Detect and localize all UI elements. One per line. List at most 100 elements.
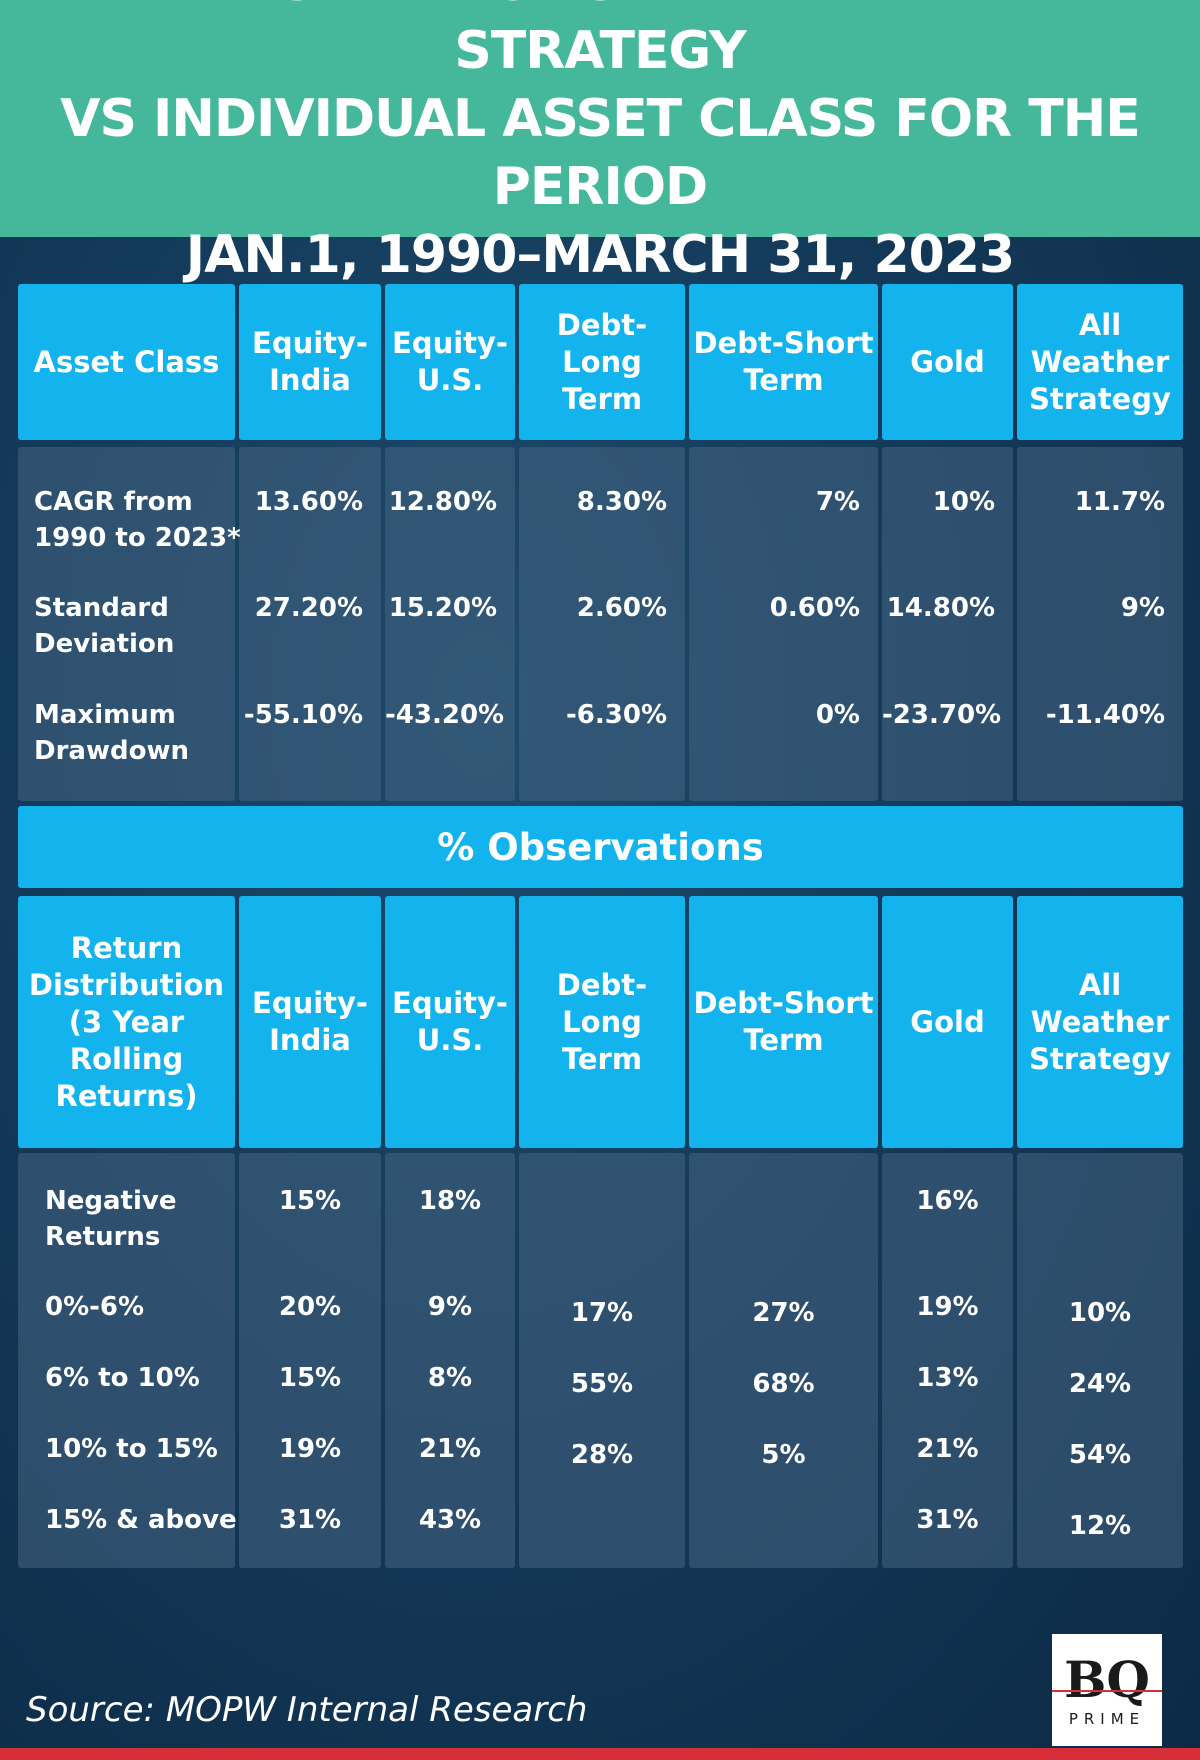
perf-cell-value: -11.40% (1045, 700, 1165, 730)
dist-cell-value: 24% (1068, 1369, 1132, 1399)
dist-cell-value: 18% (418, 1186, 482, 1216)
perf-body-column-5 (882, 447, 1013, 801)
dist-header-label-1: Equity- India (252, 986, 368, 1057)
dist-cell-value: 68% (752, 1369, 815, 1399)
dist-body-column-0 (18, 1153, 235, 1568)
perf-header-0: Asset Class (18, 284, 235, 440)
perf-header-4: Debt-Short Term (689, 284, 878, 440)
dist-header-1: Equity- India (239, 896, 381, 1148)
bottom-accent-bar (0, 1748, 1200, 1760)
dist-cell-value: 19% (916, 1292, 979, 1322)
perf-row-label: CAGR from 1990 to 2023* (34, 487, 241, 553)
dist-row-label: Negative Returns (45, 1186, 177, 1252)
perf-header-1: Equity- India (239, 284, 381, 440)
dist-cell-value: 21% (916, 1434, 979, 1464)
dist-cell-value: 20% (278, 1292, 342, 1322)
perf-header-2: Equity- U.S. (385, 284, 515, 440)
dist-header-label-2: Equity- U.S. (392, 986, 508, 1057)
perf-cell-value: -6.30% (566, 700, 667, 730)
dist-cell-value: 15% (278, 1186, 342, 1216)
perf-body-column-0 (18, 447, 235, 801)
dist-cell-value: 27% (752, 1298, 815, 1328)
perf-cell-value: 0% (815, 700, 860, 730)
dist-header-5: Gold (882, 896, 1013, 1148)
dist-header-label-4: Debt-Short Term (693, 986, 874, 1057)
perf-cell-value: 11.7% (1074, 487, 1165, 517)
perf-body-column-4 (689, 447, 878, 801)
dist-header-label-6: All Weather Strategy (1029, 967, 1171, 1076)
dist-body-column-6 (1017, 1153, 1183, 1568)
dist-cell-value: 31% (278, 1505, 342, 1535)
dist-header-label-3: Debt-Long Term (556, 967, 648, 1076)
perf-cell-value: 13.60% (254, 487, 363, 517)
perf-cell-value: 7% (815, 487, 860, 517)
dist-cell-value: 5% (761, 1440, 806, 1470)
dist-row-label: 0%-6% (45, 1292, 145, 1322)
perf-header-label-2: Equity- U.S. (392, 326, 508, 397)
perf-body-column-2 (385, 447, 515, 801)
source-note: Source: MOPW Internal Research (26, 1690, 588, 1730)
title-line-2: VS INDIVIDUAL ASSET CLASS FOR THE PERIOD (60, 88, 1141, 217)
dist-cell-value: 19% (278, 1434, 342, 1464)
perf-header-6: All Weather Strategy (1017, 284, 1183, 440)
dist-body-column-3 (519, 1153, 685, 1568)
perf-cell-value: 10% (932, 487, 995, 517)
dist-cell-value: 55% (570, 1369, 634, 1399)
perf-body-column-3 (519, 447, 685, 801)
dist-cell-value: 9% (427, 1292, 473, 1322)
perf-cell-value: 12.80% (388, 487, 497, 517)
observations-title: % Observations (18, 806, 1183, 888)
perf-cell-value: -23.70% (882, 700, 1002, 730)
dist-cell-value: 16% (916, 1186, 979, 1216)
perf-header-label-1: Equity- India (252, 326, 368, 397)
perf-cell-value: -43.20% (385, 700, 505, 730)
perf-header-label-0: Asset Class (33, 344, 220, 379)
title-line-1: PERFORMANCE OF ALL WEATHER STRATEGY (130, 0, 1072, 81)
dist-header-3: Debt-Long Term (519, 896, 685, 1148)
logo-sub: PRIME (1068, 1710, 1146, 1728)
dist-cell-value: 21% (418, 1434, 482, 1464)
dist-row-label: 10% to 15% (45, 1434, 218, 1464)
perf-row-label: Standard Deviation (34, 593, 175, 659)
dist-body-column-5 (882, 1153, 1013, 1568)
perf-cell-value: -55.10% (243, 700, 363, 730)
dist-cell-value: 31% (916, 1505, 979, 1535)
dist-body-column-1 (239, 1153, 381, 1568)
perf-header-label-5: Gold (910, 344, 985, 379)
dist-header-label-0: Return Distribution (3 Year Rolling Returns) (28, 930, 225, 1113)
perf-cell-value: 27.20% (254, 593, 363, 623)
dist-header-6: All Weather Strategy (1017, 896, 1183, 1148)
perf-cell-value: 0.60% (769, 593, 860, 623)
perf-header-3: Debt-Long Term (519, 284, 685, 440)
perf-header-label-3: Debt-Long Term (556, 307, 648, 416)
perf-body-column-1 (239, 447, 381, 801)
perf-row-label: Maximum Drawdown (34, 700, 189, 766)
dist-header-2: Equity- U.S. (385, 896, 515, 1148)
logo-brand: BQ (1064, 1650, 1150, 1709)
perf-body-column-6 (1017, 447, 1183, 801)
dist-header-4: Debt-Short Term (689, 896, 878, 1148)
title-line-3: JAN.1, 1990–MARCH 31, 2023 (185, 224, 1015, 285)
perf-header-label-6: All Weather Strategy (1029, 307, 1171, 416)
page-title-banner: PERFORMANCE OF ALL WEATHER STRATEGY VS I… (0, 0, 1200, 285)
dist-cell-value: 8% (427, 1363, 473, 1393)
dist-row-label: 15% & above (45, 1505, 237, 1535)
logo-divider (1052, 1690, 1162, 1692)
perf-cell-value: 14.80% (886, 593, 995, 623)
dist-header-0: Return Distribution (3 Year Rolling Returns) (18, 896, 235, 1148)
dist-cell-value: 13% (916, 1363, 979, 1393)
perf-header-5: Gold (882, 284, 1013, 440)
perf-header-label-4: Debt-Short Term (693, 326, 874, 397)
dist-cell-value: 43% (418, 1505, 482, 1535)
dist-cell-value: 28% (570, 1440, 634, 1470)
perf-cell-value: 8.30% (576, 487, 667, 517)
dist-cell-value: 17% (570, 1298, 634, 1328)
dist-body-column-2 (385, 1153, 515, 1568)
dist-cell-value: 10% (1068, 1298, 1132, 1328)
dist-cell-value: 15% (278, 1363, 342, 1393)
perf-cell-value: 15.20% (388, 593, 497, 623)
perf-cell-value: 9% (1120, 593, 1165, 623)
dist-body-column-4 (689, 1153, 878, 1568)
dist-row-label: 6% to 10% (45, 1363, 200, 1393)
dist-cell-value: 12% (1068, 1511, 1132, 1541)
